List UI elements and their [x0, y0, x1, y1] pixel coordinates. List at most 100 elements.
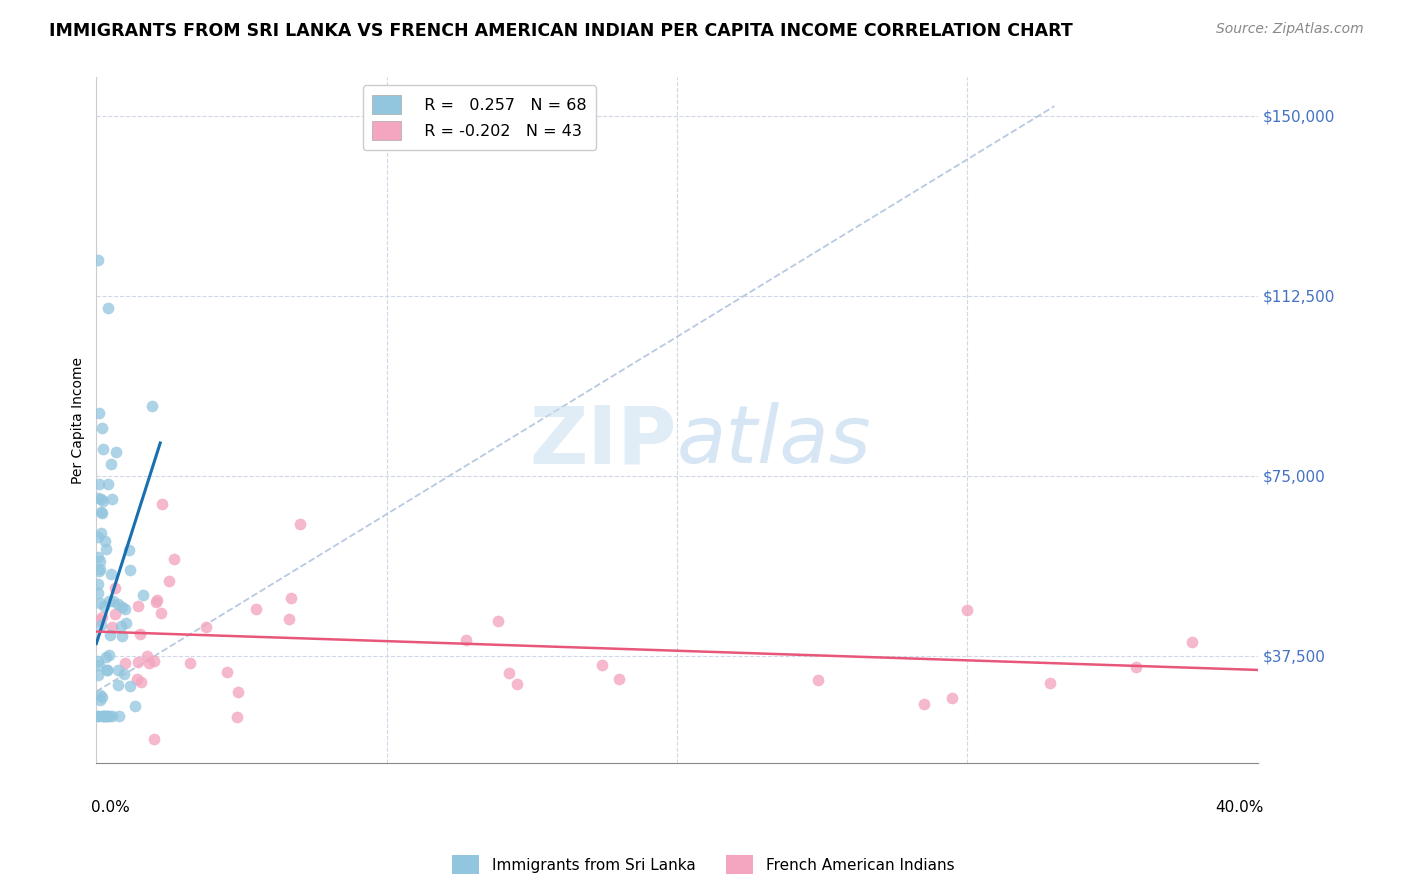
Point [607, 672, 630, 686]
Point [127, 599, 149, 614]
Point [87, 668, 110, 682]
Point [111, 628, 134, 642]
Point [112, 667, 135, 681]
Point [91, 690, 114, 705]
Text: 0.0%: 0.0% [90, 799, 129, 814]
Point [97, 708, 120, 723]
Point [97, 301, 120, 315]
Point [108, 708, 131, 723]
Point [90, 610, 112, 624]
Point [280, 591, 302, 605]
Point [93, 599, 115, 613]
Point [94, 650, 117, 665]
Y-axis label: Per Capita Income: Per Capita Income [72, 357, 86, 484]
Point [97, 476, 120, 491]
Point [98, 594, 121, 608]
Point [90, 492, 112, 507]
Point [163, 552, 186, 566]
Point [107, 664, 129, 678]
Point [90, 708, 112, 723]
Point [87, 708, 110, 723]
Point [87, 585, 110, 599]
Point [100, 619, 122, 633]
Point [87, 252, 110, 267]
Point [288, 516, 311, 531]
Point [96, 663, 118, 677]
Point [941, 690, 963, 705]
Point [278, 612, 301, 626]
Point [107, 597, 129, 611]
Point [118, 563, 141, 577]
Point [101, 594, 124, 608]
Point [1125, 660, 1147, 674]
Point [87, 406, 110, 420]
Point [91, 708, 114, 723]
Point [89, 688, 111, 702]
Point [149, 607, 172, 621]
Point [87, 576, 110, 591]
Point [114, 656, 136, 670]
Point [226, 710, 249, 724]
Point [128, 627, 150, 641]
Point [486, 614, 509, 628]
Point [456, 632, 478, 647]
Point [143, 732, 166, 747]
Point [111, 599, 134, 614]
Text: atlas: atlas [676, 402, 872, 480]
Point [89, 562, 111, 576]
Point [93, 442, 115, 456]
Point [104, 581, 127, 595]
Point [87, 654, 110, 668]
Point [105, 445, 128, 459]
Point [226, 685, 249, 699]
Point [100, 567, 122, 582]
Point [145, 595, 167, 609]
Point [96, 663, 118, 677]
Point [87, 550, 110, 565]
Point [91, 506, 114, 520]
Point [98, 628, 121, 642]
Point [150, 497, 173, 511]
Point [87, 708, 110, 723]
Point [145, 593, 167, 607]
Point [592, 657, 614, 672]
Point [215, 665, 238, 680]
Point [1039, 676, 1062, 690]
Point [129, 675, 152, 690]
Point [143, 654, 166, 668]
Point [89, 692, 111, 706]
Text: IMMIGRANTS FROM SRI LANKA VS FRENCH AMERICAN INDIAN PER CAPITA INCOME CORRELATIO: IMMIGRANTS FROM SRI LANKA VS FRENCH AMER… [49, 22, 1073, 40]
Point [107, 678, 129, 692]
Point [101, 491, 124, 506]
Text: ZIP: ZIP [530, 402, 676, 480]
Point [157, 574, 180, 588]
Point [141, 399, 163, 413]
Point [89, 596, 111, 610]
Point [90, 525, 112, 540]
Point [1180, 634, 1202, 648]
Point [94, 708, 117, 723]
Point [89, 565, 111, 579]
Point [807, 673, 830, 687]
Legend: Immigrants from Sri Lanka, French American Indians: Immigrants from Sri Lanka, French Americ… [446, 849, 960, 880]
Point [104, 607, 127, 621]
Point [98, 648, 121, 662]
Point [115, 616, 138, 631]
Point [179, 656, 201, 670]
Point [118, 542, 141, 557]
Point [124, 698, 146, 713]
Point [96, 708, 118, 723]
Point [89, 554, 111, 568]
Text: 40.0%: 40.0% [1215, 799, 1264, 814]
Point [89, 658, 111, 673]
Point [90, 617, 112, 632]
Point [93, 708, 115, 723]
Point [89, 477, 111, 491]
Point [138, 657, 160, 671]
Point [90, 421, 112, 435]
Point [89, 613, 111, 627]
Point [87, 491, 110, 505]
Text: Source: ZipAtlas.com: Source: ZipAtlas.com [1216, 22, 1364, 37]
Point [136, 649, 159, 664]
Point [114, 602, 136, 616]
